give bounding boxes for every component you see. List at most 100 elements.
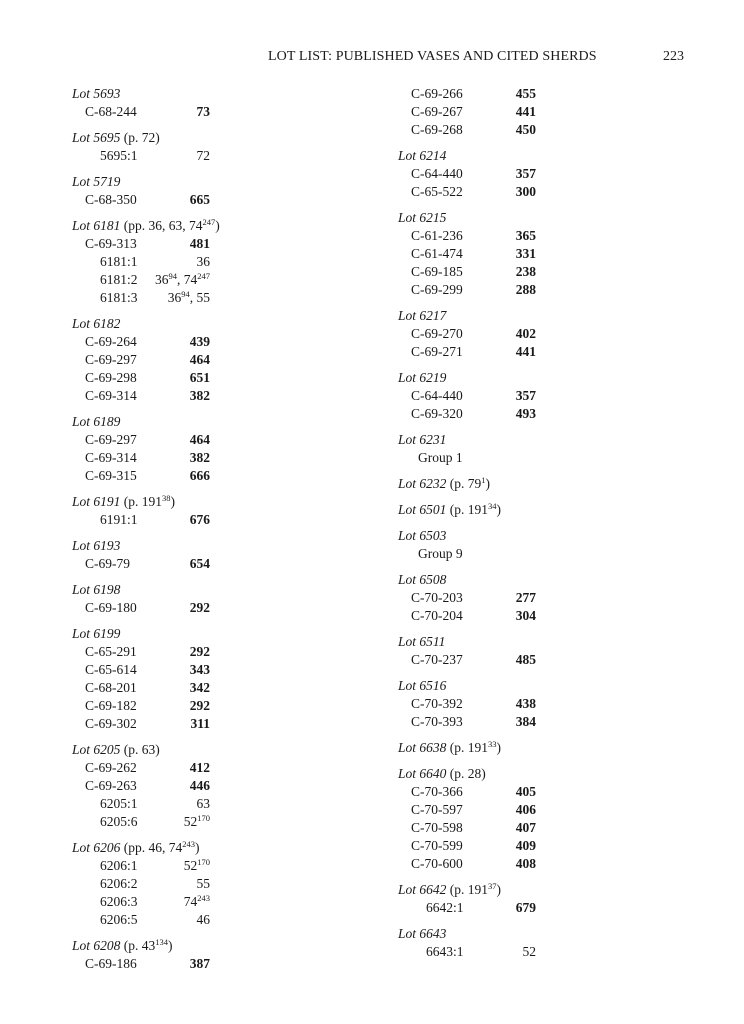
item-id: C-65-614 <box>85 662 137 677</box>
list-item: C-70-599 409 <box>398 837 558 855</box>
item-reference: 666 <box>190 467 210 485</box>
list-item: C-69-313 481 <box>72 235 232 253</box>
list-item: C-70-366 405 <box>398 783 558 801</box>
footnote-superscript: 38 <box>162 493 171 503</box>
lot-name: Lot 6206 <box>72 840 121 855</box>
item-id: 6205:6 <box>100 814 138 829</box>
item-reference: 654 <box>190 555 210 573</box>
lot-name: Lot 6642 <box>398 882 447 897</box>
item-reference: 357 <box>516 165 536 183</box>
item-reference: 441 <box>516 343 536 361</box>
list-item: C-65-614 343 <box>72 661 232 679</box>
list-item: C-69-314 382 <box>72 449 232 467</box>
footnote-superscript: 243 <box>197 893 210 903</box>
lot-heading: Lot 6215 <box>398 209 558 227</box>
list-item: C-70-392 438 <box>398 695 558 713</box>
item-reference: 382 <box>190 387 210 405</box>
lot-heading: Lot 6643 <box>398 925 558 943</box>
lot-group: Lot 6182 C-69-264 439 C-69-297 464 C-69-298 65… <box>72 315 232 405</box>
lot-heading: Lot 6231 <box>398 431 558 449</box>
lot-name: Lot 6501 <box>398 502 447 517</box>
lot-heading: Lot 6508 <box>398 571 558 589</box>
item-id: C-69-268 <box>411 122 463 137</box>
lot-group: Lot 6191 (p. 19138) 6191:1 676 <box>72 493 232 529</box>
item-reference: 52 <box>523 943 537 961</box>
item-reference: 365 <box>516 227 536 245</box>
item-id: C-64-440 <box>411 388 463 403</box>
item-reference: 3694, 55 <box>168 289 210 307</box>
lot-group: Lot 6501 (p. 19134) <box>398 501 558 519</box>
item-id: C-69-263 <box>85 778 137 793</box>
item-id: 6181:1 <box>100 254 138 269</box>
lot-group: Lot 6181 (pp. 36, 63, 74247) C-69-313 481 6… <box>72 217 232 307</box>
list-item: C-69-298 651 <box>72 369 232 387</box>
list-item: C-61-236 365 <box>398 227 558 245</box>
lot-group: Lot 6198 C-69-180 292 <box>72 581 232 617</box>
reference-text: 277 <box>515 590 536 605</box>
reference-text: 238 <box>515 264 536 279</box>
item-id: C-69-313 <box>85 236 137 251</box>
reference-text: 382 <box>189 388 210 403</box>
item-id: C-64-440 <box>411 166 463 181</box>
item-id: 6191:1 <box>100 512 138 527</box>
lot-note: ) <box>170 494 176 509</box>
list-item: C-70-237 485 <box>398 651 558 669</box>
reference-text: 304 <box>515 608 536 623</box>
reference-text: 292 <box>189 644 210 659</box>
item-id: C-69-314 <box>85 450 137 465</box>
item-reference: 311 <box>190 715 210 733</box>
item-id: C-70-237 <box>411 652 463 667</box>
item-reference: 441 <box>516 103 536 121</box>
lot-group: Lot 6503 Group 9 <box>398 527 558 563</box>
item-reference: 292 <box>190 697 210 715</box>
item-id: C-69-314 <box>85 388 137 403</box>
item-id: C-70-204 <box>411 608 463 623</box>
list-item: 6181:2 3694, 74247 <box>72 271 232 289</box>
list-item: C-61-474 331 <box>398 245 558 263</box>
item-reference: 73 <box>197 103 211 121</box>
item-reference: 402 <box>516 325 536 343</box>
item-id: 6181:3 <box>100 290 138 305</box>
item-id: C-69-182 <box>85 698 137 713</box>
list-item: C-65-522 300 <box>398 183 558 201</box>
item-id: C-68-201 <box>85 680 137 695</box>
footnote-superscript: 247 <box>197 271 210 281</box>
list-item: C-69-79 654 <box>72 555 232 573</box>
lot-note: (p. 191 <box>446 882 489 897</box>
lot-note: (p. 191 <box>120 494 163 509</box>
item-reference: 277 <box>516 589 536 607</box>
item-id: C-70-203 <box>411 590 463 605</box>
reference-text: 36 <box>196 254 211 269</box>
item-id: C-70-393 <box>411 714 463 729</box>
lot-heading: Lot 5693 <box>72 85 232 103</box>
list-item: 6643:1 52 <box>398 943 558 961</box>
lot-name: Lot 6503 <box>398 528 447 543</box>
item-id: C-69-298 <box>85 370 137 385</box>
list-item: 6206:3 74243 <box>72 893 232 911</box>
lot-group: Lot 6642 (p. 19137) 6642:1 679 <box>398 881 558 917</box>
reference-text: 36 <box>155 272 169 287</box>
item-id: Group 1 <box>418 450 463 465</box>
lot-heading: Lot 6232 (p. 791) <box>398 475 558 493</box>
reference-text: 292 <box>189 698 210 713</box>
header-title: LOT LIST: PUBLISHED VASES AND CITED SHER… <box>268 49 597 64</box>
item-reference: 464 <box>190 431 210 449</box>
lot-heading: Lot 6640 (p. 28) <box>398 765 558 783</box>
reference-text: 52 <box>183 814 198 829</box>
list-item: C-70-203 277 <box>398 589 558 607</box>
reference-text: 651 <box>189 370 210 385</box>
item-id: C-69-271 <box>411 344 463 359</box>
list-item: 5695:1 72 <box>72 147 232 165</box>
item-reference: 439 <box>190 333 210 351</box>
item-reference: 3694, 74247 <box>155 271 210 289</box>
lot-group: Lot 6231 Group 1 <box>398 431 558 467</box>
list-item: C-65-291 292 <box>72 643 232 661</box>
lot-heading: Lot 6191 (p. 19138) <box>72 493 232 511</box>
lot-name: Lot 6511 <box>398 634 446 649</box>
lot-heading: Lot 6642 (p. 19137) <box>398 881 558 899</box>
lot-name: Lot 5693 <box>72 86 121 101</box>
reference-text: 73 <box>196 104 211 119</box>
list-item: C-69-267 441 <box>398 103 558 121</box>
item-id: C-68-244 <box>85 104 137 119</box>
item-reference: 72 <box>197 147 211 165</box>
